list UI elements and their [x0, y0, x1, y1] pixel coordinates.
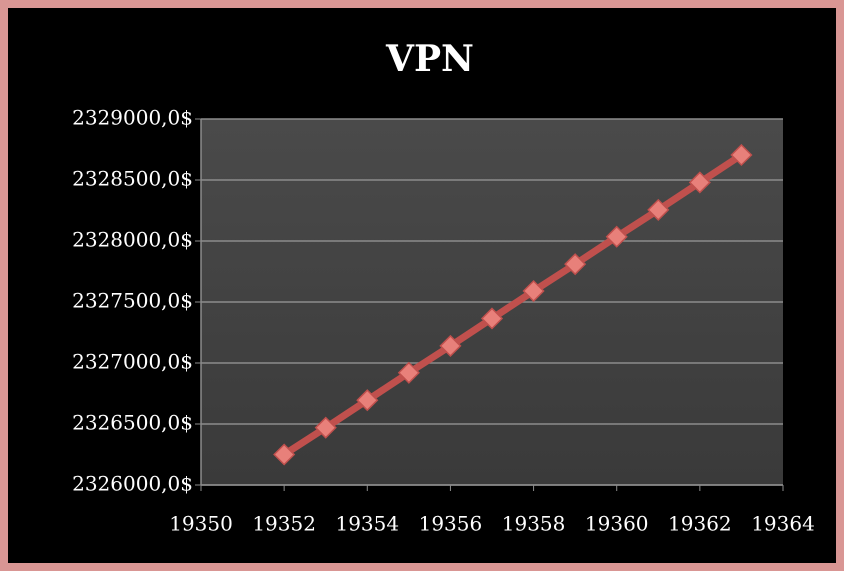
series-line [282, 152, 744, 458]
chart-title: VPN [385, 38, 474, 80]
x-tick-label: 19364 [751, 512, 815, 536]
marker [314, 416, 337, 439]
marker [730, 143, 753, 167]
marker [564, 253, 587, 276]
x-tick-label: 19352 [252, 512, 316, 536]
x-tick-label: 19354 [335, 512, 399, 536]
x-tick-label: 19350 [169, 512, 233, 536]
x-tick-label: 19358 [502, 512, 566, 536]
y-tick-label: 2326000,0$ [72, 472, 193, 496]
marker [480, 307, 504, 330]
y-tick-label: 2327500,0$ [72, 289, 193, 313]
marker [605, 225, 628, 248]
marker [647, 198, 670, 221]
y-tick-label: 2328500,0$ [72, 167, 193, 191]
marker [397, 361, 420, 384]
marker [439, 334, 462, 357]
marker [522, 279, 545, 303]
marker [273, 443, 296, 466]
x-tick-label: 19360 [585, 512, 649, 536]
x-tick-label: 19362 [668, 512, 732, 536]
marker [688, 171, 711, 194]
y-tick-label: 2329000,0$ [72, 106, 193, 130]
y-tick-label: 2326500,0$ [72, 411, 193, 435]
marker [356, 389, 379, 412]
y-tick-label: 2328000,0$ [72, 228, 193, 252]
x-tick-label: 19356 [419, 512, 483, 536]
y-tick-label: 2327000,0$ [72, 350, 193, 374]
